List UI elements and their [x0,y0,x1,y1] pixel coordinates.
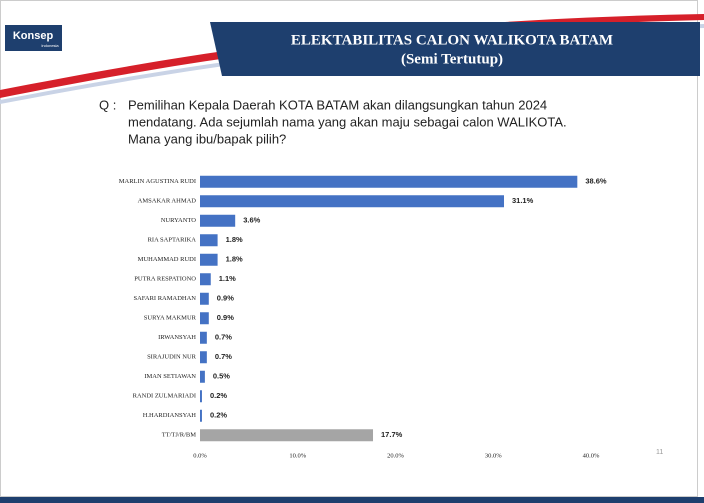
x-tick-label: 10.0% [289,452,306,459]
category-label: SIRAJUDIN NUR [147,354,197,361]
logo-sub: Indonesia [41,43,59,48]
category-label: SURYA MAKMUR [144,315,197,322]
value-label: 31.1% [512,196,534,205]
page-number: 11 [656,449,663,456]
category-label: IRWANSYAH [158,334,196,341]
bar [200,390,202,403]
question-label: Q : [99,97,116,112]
bar [200,253,218,266]
bar [200,370,205,383]
category-label: RANDI ZULMARIADI [133,393,196,400]
bar [200,312,209,325]
footer-bar [0,497,704,503]
value-label: 3.6% [243,216,260,225]
bar [200,195,505,208]
value-label: 0.7% [215,333,232,342]
logo-box [5,25,62,51]
category-label: MARLIN AGUSTINA RUDI [119,178,196,185]
bar [200,214,236,227]
bar [200,234,218,247]
category-label: AMSAKAR AHMAD [138,198,197,205]
value-label: 0.7% [215,352,232,361]
category-label: H.HARDIANSYAH [143,412,197,419]
x-tick-label: 30.0% [485,452,502,459]
value-label: 0.5% [213,372,230,381]
question-line: mendatang. Ada sejumlah nama yang akan m… [128,114,567,129]
bar [200,292,209,305]
category-label: TT/TJ/R/BM [162,432,197,439]
subtitle: (Semi Tertutup) [401,51,503,67]
logo: Konsep [13,30,54,42]
value-label: 0.9% [217,313,234,322]
question: Pemilihan Kepala Daerah KOTA BATAM akan … [128,97,567,146]
value-label: 17.7% [381,430,403,439]
category-label: RIA SAPTARIKA [148,237,197,244]
value-label: 1.1% [219,274,236,283]
bar [200,331,207,344]
x-tick-label: 40.0% [583,452,600,459]
bar [200,175,578,188]
bar [200,273,211,286]
value-label: 0.9% [217,294,234,303]
value-label: 1.8% [226,235,243,244]
title-banner [210,22,700,76]
title: ELEKTABILITAS CALON WALIKOTA BATAM [291,32,613,48]
category-label: IMAN SETIAWAN [144,373,196,380]
category-label: PUTRA RESPATIONO [134,276,196,283]
question-line: Mana yang ibu/bapak pilih? [128,131,286,146]
question-line: Pemilihan Kepala Daerah KOTA BATAM akan … [128,97,547,112]
value-label: 0.2% [210,391,227,400]
slide-border [0,0,698,497]
category-label: SAFARI RAMADHAN [133,295,196,302]
value-label: 38.6% [585,177,607,186]
category-label: MUHAMMAD RUDI [138,256,196,263]
category-label: NURYANTO [161,217,197,224]
bar [200,429,374,442]
bar [200,351,207,364]
x-tick-label: 0.0% [193,452,207,459]
value-label: 1.8% [226,255,243,264]
x-tick-label: 20.0% [387,452,404,459]
chart: 0.0% 10.0% 20.0% 30.0% 40.0% MARLIN AGUSTINA … [119,175,607,459]
value-label: 0.2% [210,411,227,420]
bar [200,409,202,422]
